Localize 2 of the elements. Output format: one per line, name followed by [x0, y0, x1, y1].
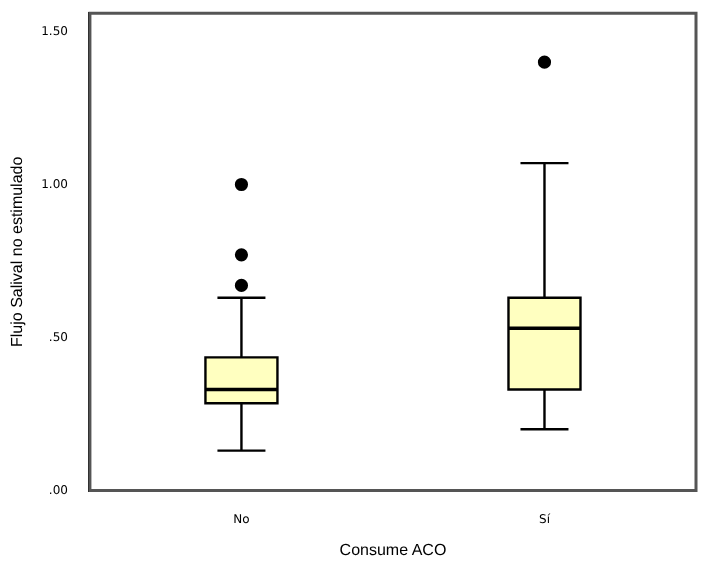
- y-axis-title: Flujo Salival no estimulado: [8, 155, 27, 347]
- x-axis-title: Consume ACO: [339, 540, 447, 559]
